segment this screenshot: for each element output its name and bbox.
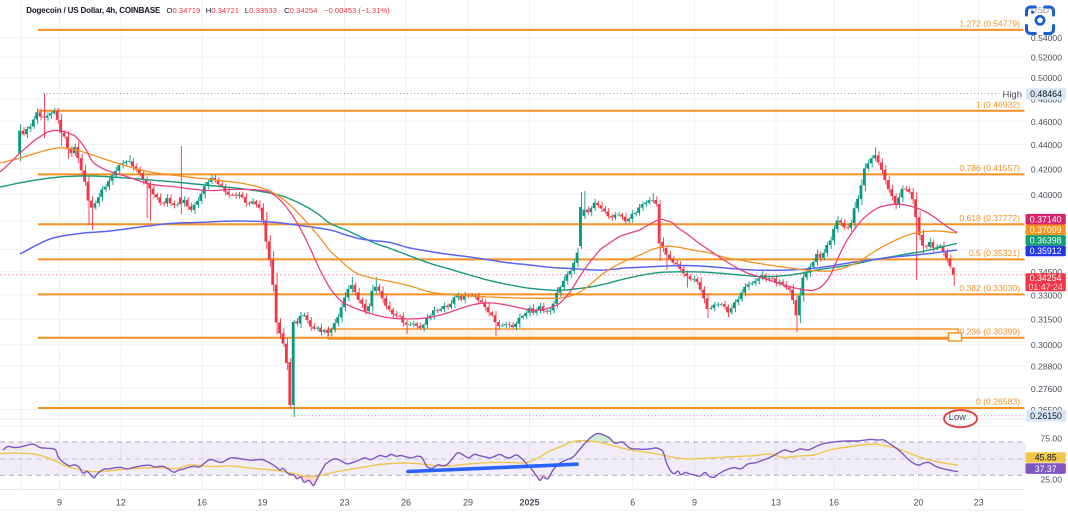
svg-text:9: 9 bbox=[57, 498, 62, 508]
svg-text:USD: USD bbox=[1031, 5, 1049, 15]
svg-text:0.382 (0.33030): 0.382 (0.33030) bbox=[959, 283, 1020, 293]
svg-text:0.27600: 0.27600 bbox=[1031, 384, 1062, 394]
svg-text:High: High bbox=[1002, 89, 1022, 100]
svg-text:0.40000: 0.40000 bbox=[1031, 190, 1062, 200]
svg-text:25.00: 25.00 bbox=[1040, 475, 1062, 485]
svg-text:0.5 (0.35321): 0.5 (0.35321) bbox=[969, 248, 1020, 258]
svg-text:23: 23 bbox=[974, 498, 984, 508]
svg-text:26: 26 bbox=[401, 498, 411, 508]
svg-text:C0.34254: C0.34254 bbox=[284, 6, 318, 15]
svg-text:0.35912: 0.35912 bbox=[1030, 246, 1062, 256]
svg-text:Dogecoin / US Dollar, 4h, COIN: Dogecoin / US Dollar, 4h, COINBASE bbox=[26, 6, 161, 15]
svg-text:0.618 (0.37772): 0.618 (0.37772) bbox=[959, 213, 1020, 223]
svg-text:O0.34719: O0.34719 bbox=[167, 6, 201, 15]
svg-text:0 (0.26583): 0 (0.26583) bbox=[976, 397, 1020, 407]
svg-text:13: 13 bbox=[771, 498, 781, 508]
svg-text:1 (0.46932): 1 (0.46932) bbox=[976, 99, 1020, 109]
svg-text:H0.34721: H0.34721 bbox=[206, 6, 239, 15]
svg-text:0.44000: 0.44000 bbox=[1031, 140, 1062, 150]
svg-text:0.34500: 0.34500 bbox=[1031, 267, 1062, 277]
svg-text:0.37099: 0.37099 bbox=[1030, 225, 1062, 235]
svg-text:0.34254: 0.34254 bbox=[1030, 273, 1062, 283]
svg-text:16: 16 bbox=[197, 498, 207, 508]
svg-text:1.272 (0.54779): 1.272 (0.54779) bbox=[959, 18, 1020, 28]
svg-text:0.36398: 0.36398 bbox=[1030, 236, 1062, 246]
svg-text:0.50000: 0.50000 bbox=[1031, 73, 1062, 83]
svg-text:0.28800: 0.28800 bbox=[1031, 362, 1062, 372]
svg-text:0.33000: 0.33000 bbox=[1031, 290, 1062, 300]
svg-text:0.26150: 0.26150 bbox=[1030, 411, 1062, 421]
svg-text:29: 29 bbox=[463, 498, 473, 508]
svg-text:0.54000: 0.54000 bbox=[1031, 33, 1062, 43]
svg-text:75.00: 75.00 bbox=[1040, 433, 1062, 443]
svg-text:37.37: 37.37 bbox=[1035, 464, 1057, 474]
svg-text:0.236 (0.30399): 0.236 (0.30399) bbox=[959, 326, 1020, 336]
svg-text:0.46000: 0.46000 bbox=[1031, 117, 1062, 127]
svg-text:20: 20 bbox=[913, 498, 923, 508]
svg-text:12: 12 bbox=[116, 498, 126, 508]
svg-text:0.42000: 0.42000 bbox=[1031, 164, 1062, 174]
svg-text:−0.00453 (−1.31%): −0.00453 (−1.31%) bbox=[324, 6, 390, 15]
svg-text:L0.33533: L0.33533 bbox=[245, 6, 277, 15]
svg-text:0.48464: 0.48464 bbox=[1030, 89, 1062, 99]
svg-text:45.85: 45.85 bbox=[1035, 453, 1057, 463]
svg-text:0.52000: 0.52000 bbox=[1031, 53, 1062, 63]
svg-text:0.30000: 0.30000 bbox=[1031, 340, 1062, 350]
svg-text:0.37140: 0.37140 bbox=[1030, 214, 1062, 224]
svg-text:19: 19 bbox=[257, 498, 267, 508]
svg-text:Low: Low bbox=[949, 412, 967, 423]
svg-text:23: 23 bbox=[339, 498, 349, 508]
svg-text:0.31500: 0.31500 bbox=[1031, 315, 1062, 325]
svg-text:16: 16 bbox=[829, 498, 839, 508]
svg-text:6: 6 bbox=[630, 498, 635, 508]
svg-text:2025: 2025 bbox=[519, 498, 539, 508]
svg-text:0.786 (0.41557): 0.786 (0.41557) bbox=[959, 163, 1020, 173]
svg-text:01:47:24: 01:47:24 bbox=[1028, 282, 1062, 292]
svg-text:9: 9 bbox=[692, 498, 697, 508]
